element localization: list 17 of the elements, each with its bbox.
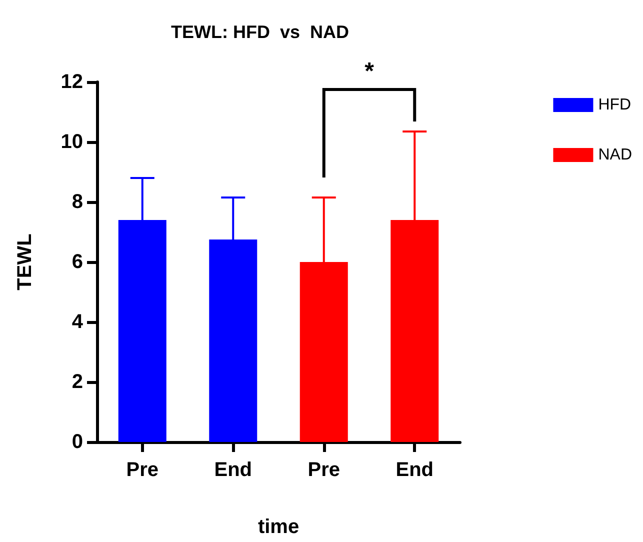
y-tick-label: 2: [72, 371, 83, 393]
x-tick-label: Pre: [126, 459, 158, 481]
x-tick-label: End: [396, 459, 434, 481]
y-tick-label: 12: [60, 71, 83, 93]
legend-label: NAD: [598, 146, 632, 164]
x-tick-label: End: [214, 459, 252, 481]
y-tick-label: 10: [60, 131, 83, 153]
y-axis-title: TEWL: [14, 234, 36, 290]
x-axis-title: time: [258, 516, 300, 538]
legend-label: HFD: [598, 96, 632, 114]
y-tick-label: 0: [72, 431, 83, 453]
chart-title: TEWL: HFD vs NAD: [171, 22, 349, 42]
annotation: *: [364, 58, 375, 85]
y-tick-label: 4: [72, 311, 84, 333]
y-tick-label: 6: [72, 251, 83, 273]
x-tick-label: Pre: [308, 459, 340, 481]
y-tick-label: 8: [72, 191, 83, 213]
